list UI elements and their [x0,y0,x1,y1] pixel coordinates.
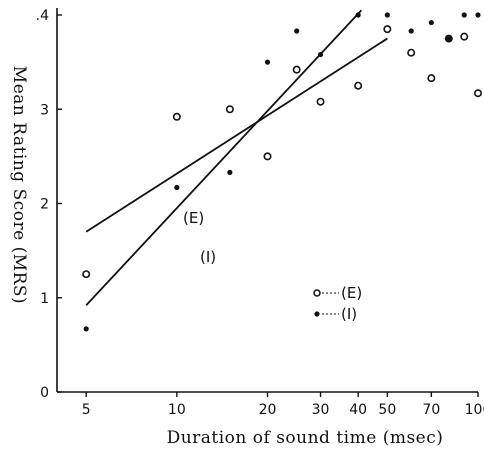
fit-line-e [85,37,388,233]
point-e [460,32,469,41]
x-tick-label: 50 [378,402,396,418]
y-tick-label: 2 [40,197,49,213]
legend-label: (E) [341,284,362,302]
legend-marker-e [313,289,321,297]
point-e [407,48,416,57]
axes: 0 1 2 3 .4 5 10 20 30 40 50 70 100 [36,8,484,418]
point-i [174,184,180,191]
legend-marker-i [314,311,320,317]
point-e [82,270,91,279]
x-tick-label: 10 [168,402,186,418]
line-label-i: (I) [200,248,216,266]
y-tick-label: .4 [36,8,49,24]
point-e [383,25,392,34]
x-tick-label: 20 [259,402,277,418]
point-e [292,65,301,74]
point-i [227,169,233,175]
point-e [427,74,436,83]
point-i [384,12,390,18]
point-e [316,97,325,106]
point-i [83,326,89,332]
point-i [446,35,452,42]
point-i [408,28,414,34]
x-axis-title: Duration of sound time (msec) [167,428,444,448]
point-e [473,89,482,98]
point-i [461,12,467,18]
x-tick-label: 5 [82,402,91,418]
x-tick-label: 70 [422,402,440,418]
point-i [264,59,271,65]
data-points [82,12,482,332]
y-axis-title: Mean Rating Score (MRS) [9,66,29,304]
legend-label: (I) [341,305,357,323]
point-i [428,19,434,26]
x-tick-label: 30 [312,402,330,418]
point-e [263,152,272,161]
y-tick-label: 3 [40,102,49,118]
legend: (E) (I) [313,284,362,323]
y-tick-label: 1 [40,291,49,307]
point-e [354,81,363,90]
x-tick-label: 40 [349,402,367,418]
point-i [317,51,324,58]
point-i [294,28,300,34]
point-e [225,105,234,114]
chart-labels: Duration of sound time (msec) Mean Rating… [9,66,443,448]
point-i [355,12,361,18]
fit-lines [85,9,388,306]
line-label-e: (E) [183,209,204,227]
fit-line-i [85,9,363,306]
y-tick-label: 0 [40,385,49,401]
point-i [475,12,481,18]
x-tick-label: 100 [465,402,484,418]
point-e [172,112,181,121]
